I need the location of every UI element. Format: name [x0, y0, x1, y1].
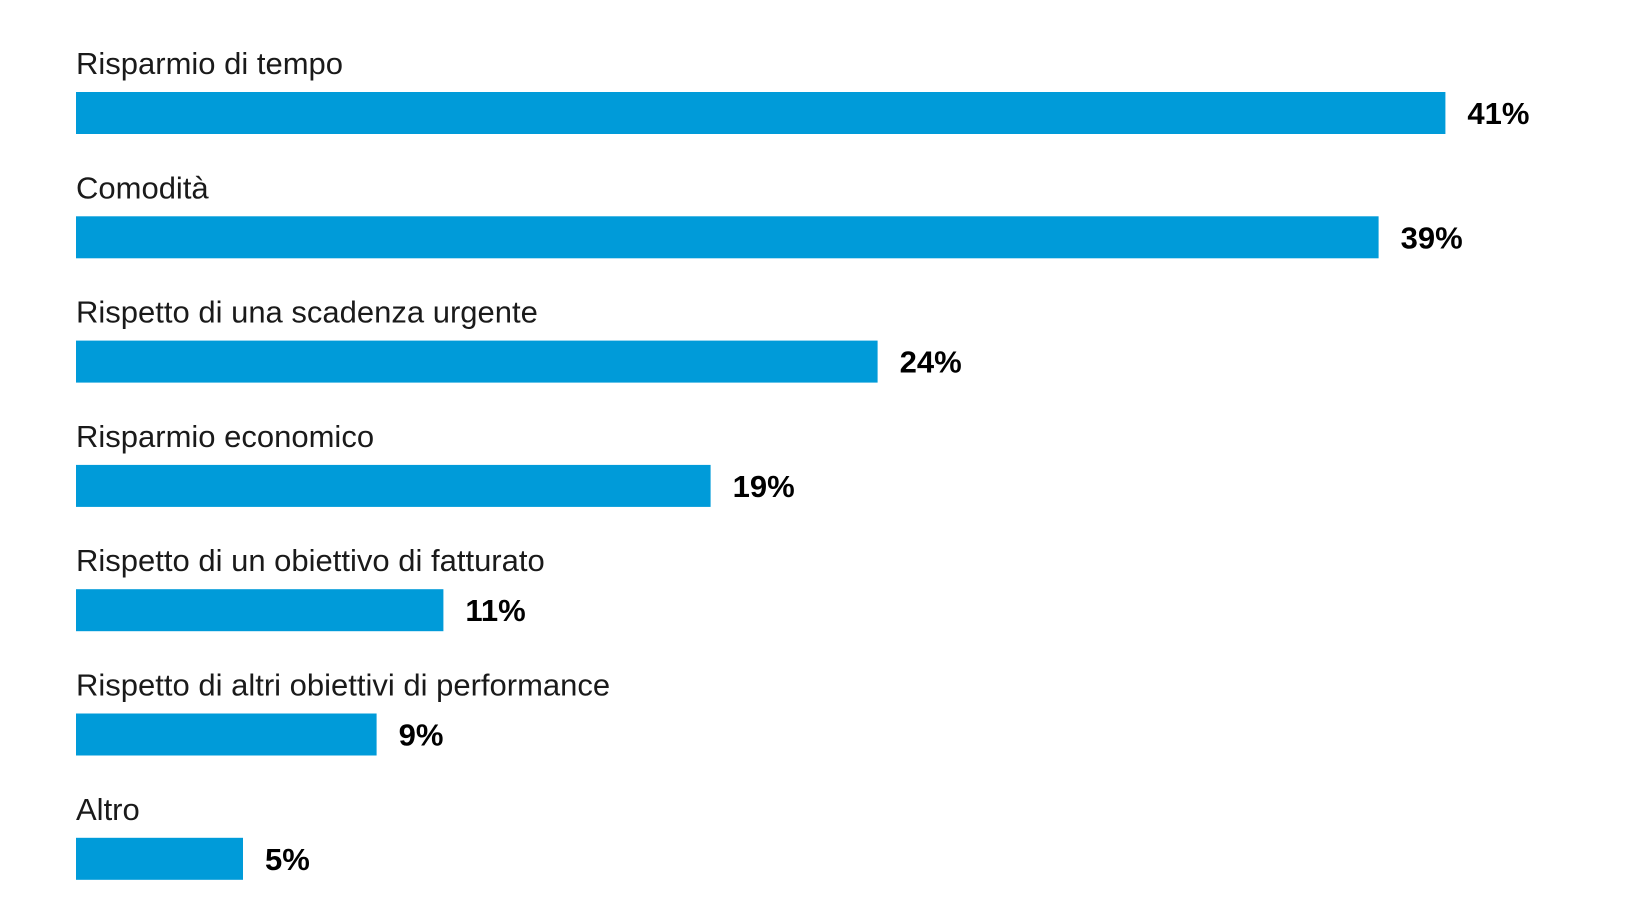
value-label: 5% — [265, 842, 310, 877]
category-label: Rispetto di un obiettivo di fatturato — [76, 543, 545, 578]
bar — [76, 589, 444, 632]
value-label: 11% — [465, 593, 525, 628]
bar — [76, 464, 711, 507]
value-label: 39% — [1401, 220, 1463, 255]
category-label: Rispetto di una scadenza urgente — [76, 295, 538, 330]
category-label: Risparmio economico — [76, 419, 374, 454]
bar — [76, 340, 878, 383]
category-label: Altro — [76, 792, 140, 827]
value-label: 19% — [733, 469, 795, 504]
bar — [76, 216, 1379, 259]
bar — [76, 92, 1446, 134]
value-label: 24% — [900, 345, 962, 380]
value-label: 9% — [399, 718, 444, 753]
category-label: Rispetto di altri obiettivi di performan… — [76, 668, 610, 703]
value-label: 41% — [1467, 96, 1529, 131]
category-label: Comodità — [76, 170, 209, 205]
bar — [76, 837, 243, 880]
bar — [76, 713, 377, 756]
category-label: Risparmio di tempo — [76, 46, 343, 81]
